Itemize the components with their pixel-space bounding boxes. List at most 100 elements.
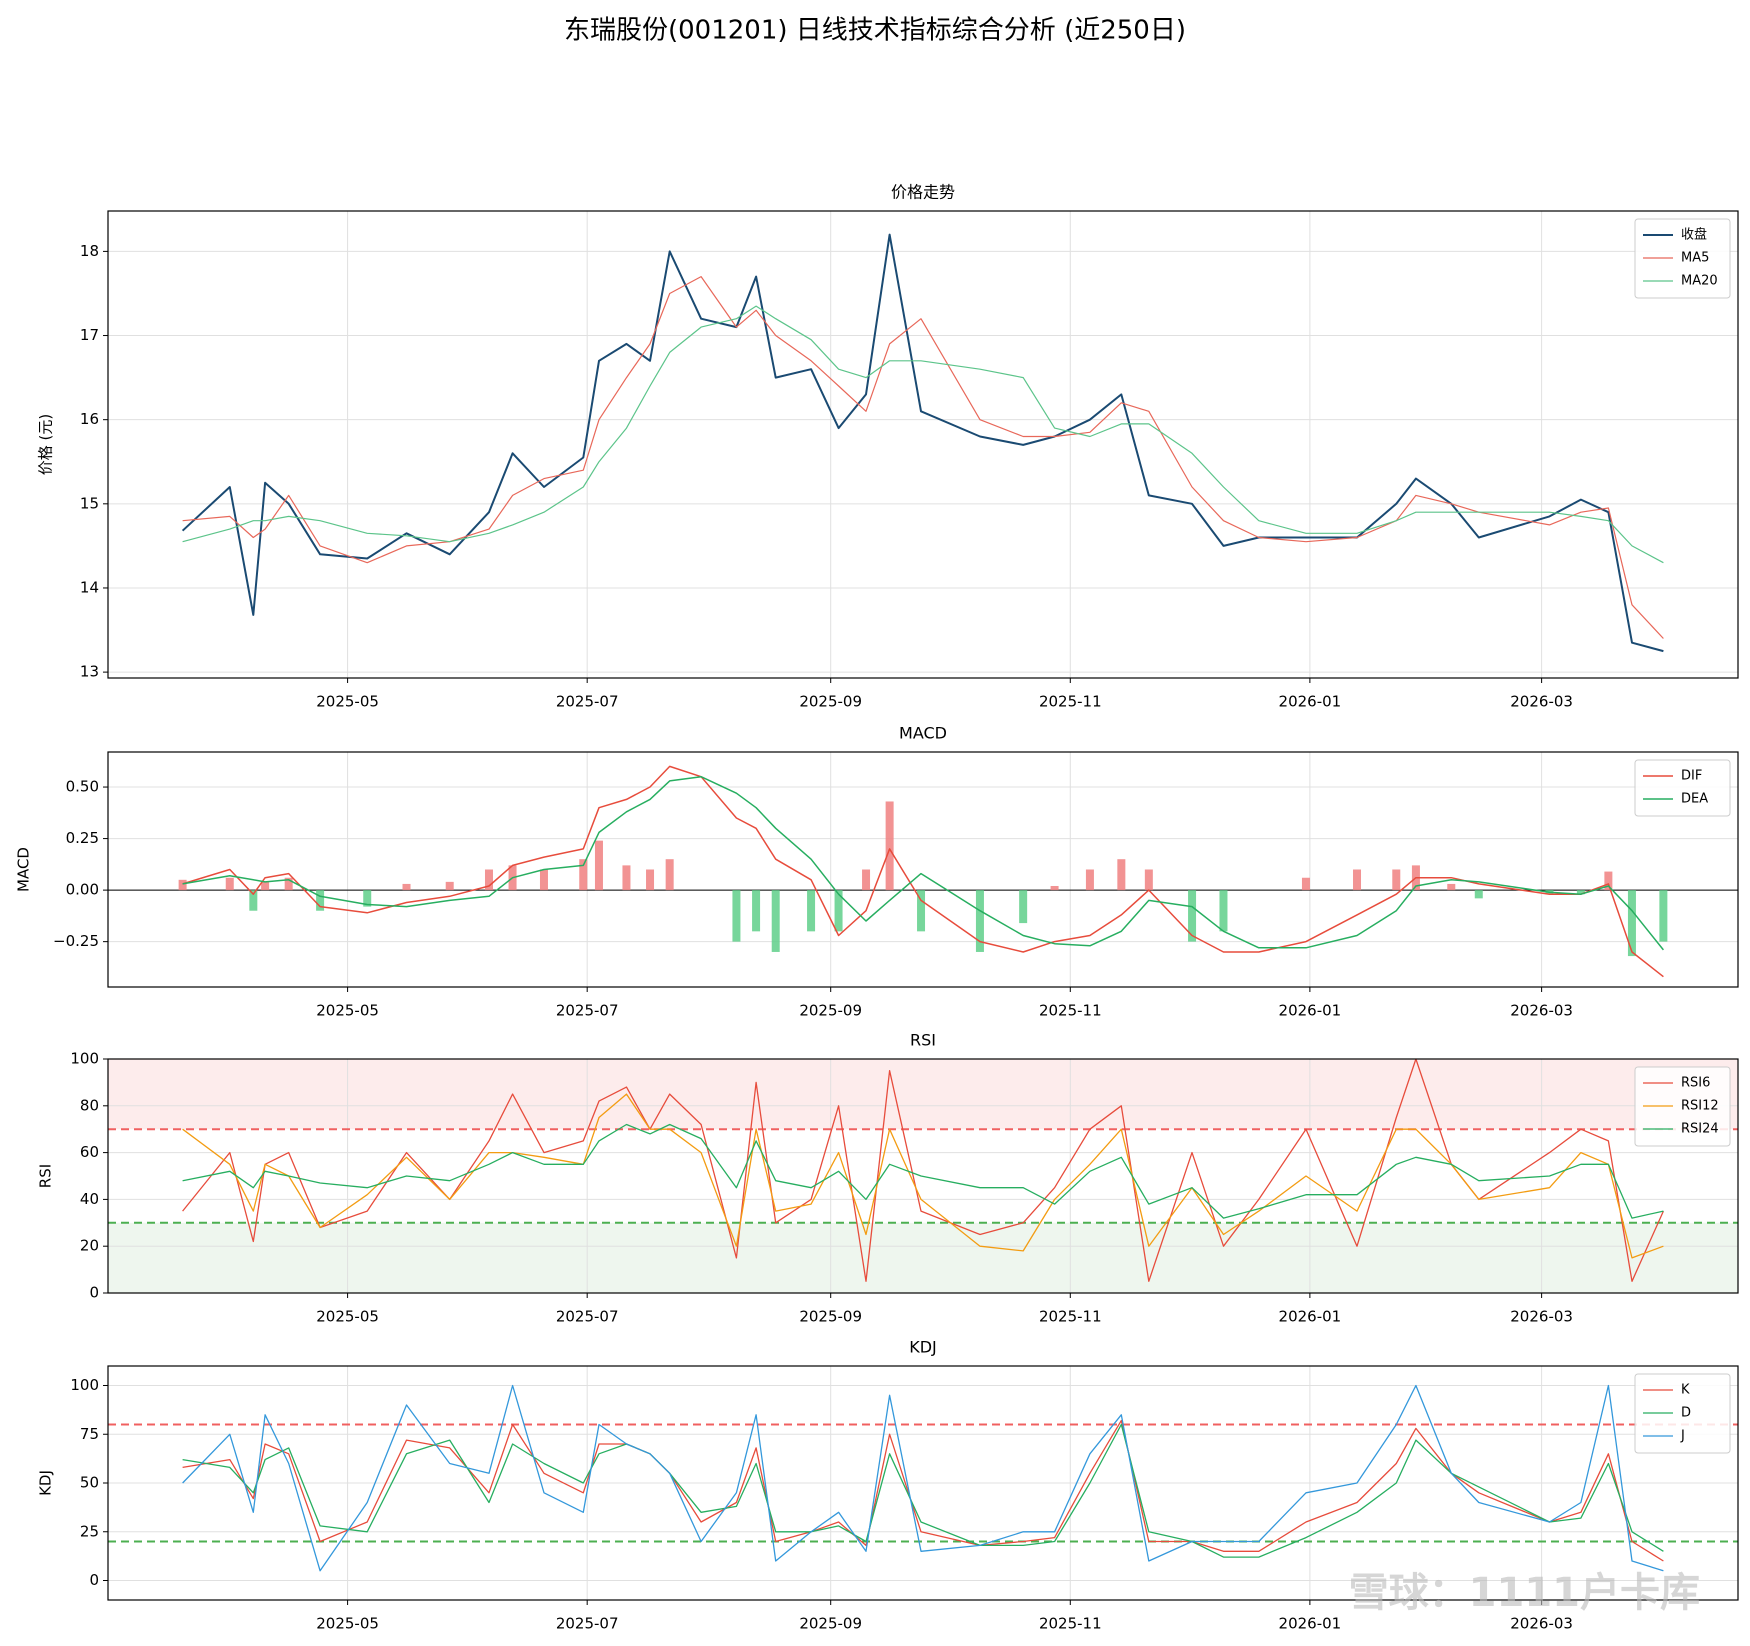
legend-label: D xyxy=(1681,1406,1691,1421)
y-tick-label: 75 xyxy=(80,1425,99,1443)
macd-bar xyxy=(885,801,894,891)
series-line xyxy=(182,276,1664,639)
macd-bar xyxy=(1604,871,1613,891)
y-tick-label: 14 xyxy=(80,578,99,596)
x-tick-label: 2026-03 xyxy=(1510,693,1573,711)
plot-area xyxy=(108,211,1738,678)
x-tick-label: 2025-07 xyxy=(556,1002,619,1020)
y-tick-label: 80 xyxy=(80,1096,99,1114)
legend: DIF DEA xyxy=(1634,759,1731,817)
macd-bar xyxy=(1019,890,1028,924)
x-tick-label: 2025-09 xyxy=(799,1308,862,1326)
macd-bar xyxy=(402,883,411,891)
x-tick-label: 2025-11 xyxy=(1039,1615,1102,1633)
macd-bar xyxy=(284,877,293,891)
legend-label: MA20 xyxy=(1681,274,1718,289)
y-tick-label: 50 xyxy=(80,1474,99,1492)
macd-bar xyxy=(862,869,871,891)
macd-bar xyxy=(1144,869,1153,891)
legend-label: RSI24 xyxy=(1681,1122,1719,1137)
y-axis-label: MACD xyxy=(15,847,33,892)
macd-bar xyxy=(1474,890,1483,899)
x-tick-label: 2025-11 xyxy=(1039,1002,1102,1020)
plot-content xyxy=(182,1059,1664,1282)
watermark: 雪球：1111户卡库 xyxy=(1349,1570,1700,1616)
series-line xyxy=(182,765,1664,978)
plot-content xyxy=(178,765,1668,978)
y-tick-label: 15 xyxy=(80,494,99,512)
plot-frame xyxy=(107,210,1739,679)
figure-title: 东瑞股份(001201) 日线技术指标综合分析 (近250日) xyxy=(564,16,1186,46)
legend-label: 收盘 xyxy=(1681,227,1707,243)
macd-bar xyxy=(1659,890,1668,942)
zone-band xyxy=(108,1222,1738,1293)
macd-bar xyxy=(363,890,372,907)
x-tick-label: 2025-07 xyxy=(556,693,619,711)
y-tick-label: 18 xyxy=(80,242,99,260)
y-tick-label: 40 xyxy=(80,1190,99,1208)
y-tick-label: 17 xyxy=(80,326,99,344)
y-tick-label: 0 xyxy=(89,1571,99,1589)
zone-band xyxy=(108,1059,1738,1130)
legend: KDJ xyxy=(1634,1373,1731,1454)
x-tick-label: 2026-03 xyxy=(1510,1615,1573,1633)
macd-bar xyxy=(1085,869,1094,891)
macd-bar xyxy=(1301,877,1310,891)
legend-label: RSI12 xyxy=(1681,1099,1719,1114)
macd-bar xyxy=(1219,890,1228,932)
macd-bar xyxy=(1627,890,1636,957)
macd-bar xyxy=(1392,869,1401,891)
x-tick-label: 2025-09 xyxy=(799,693,862,711)
x-tick-label: 2025-07 xyxy=(556,1308,619,1326)
y-tick-label: 0.00 xyxy=(66,881,99,899)
macd-bar xyxy=(1050,885,1059,891)
x-tick-label: 2025-09 xyxy=(799,1002,862,1020)
legend-box xyxy=(1634,759,1731,817)
macd-bar xyxy=(484,869,493,891)
legend-box xyxy=(1634,1066,1731,1147)
y-tick-label: 16 xyxy=(80,410,99,428)
macd-bar xyxy=(665,859,674,891)
x-tick-label: 2025-05 xyxy=(316,1308,379,1326)
y-tick-label: 20 xyxy=(80,1237,99,1255)
y-axis-label: KDJ xyxy=(37,1470,55,1496)
legend-label: J xyxy=(1680,1429,1685,1444)
x-tick-label: 2026-01 xyxy=(1279,1308,1342,1326)
macd-bar xyxy=(834,890,843,932)
legend-box xyxy=(1634,218,1731,299)
macd-bar xyxy=(594,840,603,891)
macd-bar xyxy=(1576,890,1585,895)
macd-bar xyxy=(1188,890,1197,942)
legend-label: K xyxy=(1681,1383,1690,1398)
legend-label: MA5 xyxy=(1681,251,1709,266)
panel-title: RSI xyxy=(910,1031,936,1050)
macd-bar xyxy=(975,890,984,952)
plot-frame xyxy=(107,1058,1739,1294)
y-tick-label: −0.25 xyxy=(53,932,99,950)
x-tick-label: 2025-11 xyxy=(1039,1308,1102,1326)
macd-bar xyxy=(261,881,270,891)
x-tick-label: 2026-01 xyxy=(1279,1615,1342,1633)
plot-frame xyxy=(107,751,1739,988)
macd-bar xyxy=(1117,859,1126,891)
macd-bar xyxy=(1447,883,1456,891)
macd-bar xyxy=(807,890,816,932)
plot-frame xyxy=(107,1365,1739,1601)
x-tick-label: 2025-05 xyxy=(316,1002,379,1020)
macd-bar xyxy=(316,890,325,911)
macd-bar xyxy=(622,865,631,891)
plot-area xyxy=(108,752,1738,987)
y-tick-label: 0.25 xyxy=(66,829,99,847)
y-tick-label: 25 xyxy=(80,1522,99,1540)
legend: 收盘 MA5 MA20 xyxy=(1634,218,1731,299)
x-tick-label: 2026-01 xyxy=(1279,693,1342,711)
x-tick-label: 2025-07 xyxy=(556,1615,619,1633)
x-tick-label: 2025-05 xyxy=(316,1615,379,1633)
series-line xyxy=(182,1423,1664,1558)
macd-bar xyxy=(646,869,655,891)
series-line xyxy=(182,1123,1664,1219)
panel-title: KDJ xyxy=(909,1338,937,1357)
macd-bar xyxy=(579,859,588,891)
legend: RSI6 RSI12 RSI24 xyxy=(1634,1066,1731,1147)
